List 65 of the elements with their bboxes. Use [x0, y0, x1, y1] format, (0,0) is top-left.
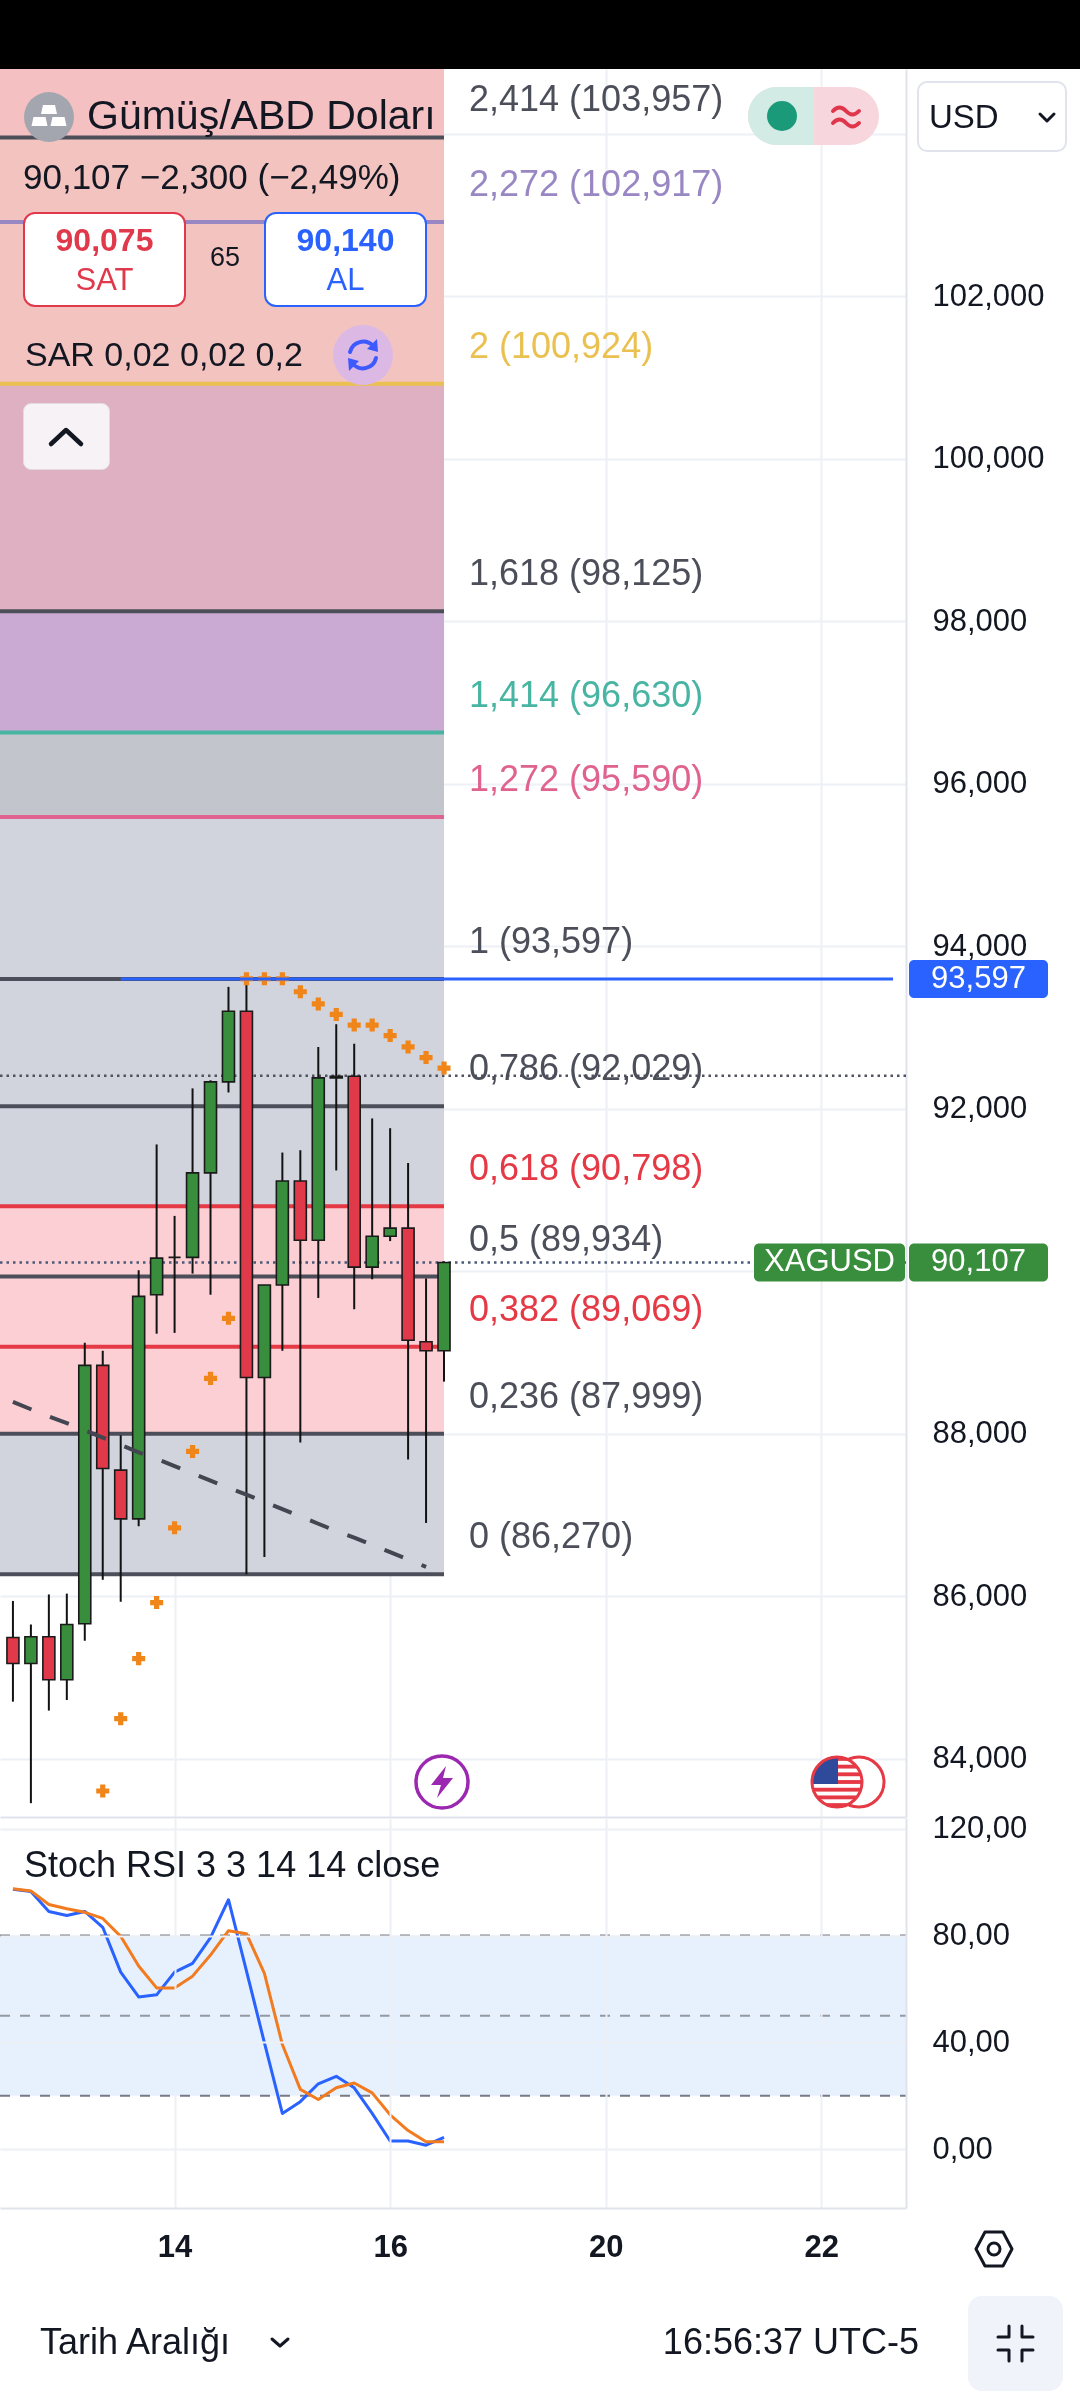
point	[419, 1051, 433, 1065]
y-tick-label: 0,00	[932, 2130, 993, 2166]
annotation: AL	[326, 262, 365, 297]
point	[132, 1652, 146, 1666]
point	[347, 1018, 361, 1032]
point	[203, 1371, 218, 1385]
y-tick-label: 102,000	[932, 277, 1045, 313]
ref-line-label: 2,414 (103,957)	[469, 78, 724, 120]
point	[96, 1784, 110, 1798]
y-tick-label: 84,000	[932, 1740, 1028, 1776]
x-tick-label: 22	[804, 2228, 839, 2264]
annotation: 90,140	[296, 222, 395, 258]
point	[365, 1018, 379, 1032]
ref-line-label: 1,272 (95,590)	[469, 758, 704, 800]
y-tick-label: 120,00	[932, 1810, 1028, 1846]
x-tick-label: 20	[588, 2228, 624, 2264]
point	[168, 1521, 182, 1535]
ref-line-label: 0,5 (89,934)	[469, 1217, 664, 1259]
text: 90,107	[931, 1243, 1026, 1279]
annotation: 65	[209, 242, 241, 274]
y-tick-label: 92,000	[932, 1090, 1028, 1126]
ref-line-label: 0,236 (87,999)	[469, 1374, 704, 1416]
ref-line-label: 0,382 (89,069)	[469, 1287, 704, 1329]
point	[383, 1029, 397, 1043]
ref-line-label: 1 (93,597)	[469, 919, 634, 961]
y-tick-label: 96,000	[932, 765, 1028, 801]
point	[114, 1712, 128, 1726]
point	[221, 1311, 235, 1325]
x-tick-label: 16	[373, 2228, 408, 2264]
annotation: XAGUSD	[764, 1243, 895, 1279]
point	[311, 997, 325, 1011]
ref-line-label: 2 (100,924)	[469, 324, 654, 366]
annotation: 90,075	[55, 222, 154, 258]
candlestick	[383, 1127, 397, 1243]
ref-line-label: 1,618 (98,125)	[469, 552, 704, 594]
text: Gümüş/ABD Doları	[87, 92, 436, 140]
point	[186, 1444, 200, 1458]
text: Stoch RSI 3 3 14 14 close	[24, 1844, 441, 1886]
sell-button: 90,075 SAT	[23, 212, 186, 307]
annotation: SAR 0,02 0,02 0,2	[25, 335, 303, 375]
y-tick-label: 86,000	[932, 1577, 1028, 1613]
text: Tarih Aralığı	[40, 2321, 231, 2363]
ref-line-label: 0 (86,270)	[469, 1515, 634, 1557]
point	[401, 1040, 415, 1054]
y-tick-label: 98,000	[932, 602, 1028, 638]
point	[150, 1596, 164, 1610]
ref-line-label: 0,618 (90,798)	[469, 1147, 704, 1189]
annotation: SAT	[75, 262, 134, 297]
ref-line-label: 1,414 (96,630)	[469, 673, 704, 715]
text: 90,107 −2,300 (−2,49%)	[23, 156, 401, 198]
text: 16:56:37 UTC-5	[662, 2321, 919, 2363]
candlestick	[329, 1023, 344, 1172]
y-tick-label: 100,000	[932, 440, 1045, 476]
point	[437, 1061, 451, 1075]
ref-line-label: 0,786 (92,029)	[469, 1047, 704, 1089]
currency-dropdown: USD	[917, 81, 1067, 152]
ref-line-label: 2,272 (102,917)	[469, 162, 724, 204]
buy-button: 90,140 AL	[264, 212, 427, 307]
x-tick-label: 14	[157, 2228, 194, 2264]
y-tick-label: 80,00	[932, 1917, 1011, 1953]
y-tick-label: 40,00	[932, 2023, 1011, 2059]
point	[329, 1007, 343, 1021]
point	[293, 985, 307, 999]
candlestick	[167, 1214, 182, 1334]
y-tick-label: 88,000	[932, 1415, 1028, 1451]
